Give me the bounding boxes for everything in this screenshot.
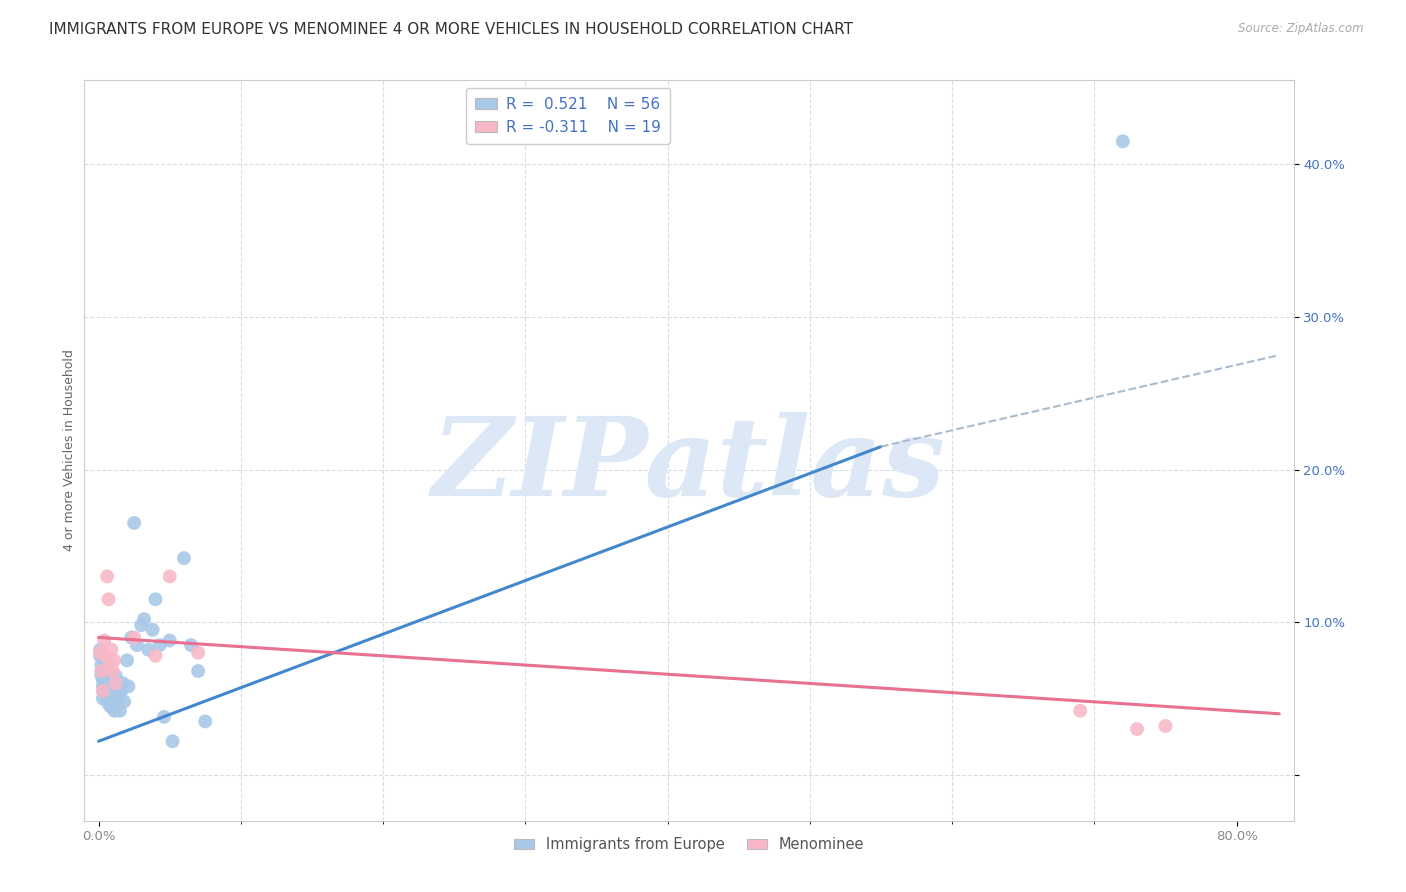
Point: [100, 684, 122, 698]
Point: [91, 673, 114, 688]
Point: [103, 704, 125, 718]
Point: [194, 714, 217, 729]
Point: [91, 684, 114, 698]
Point: [122, 631, 145, 645]
Point: [101, 689, 124, 703]
Point: [101, 673, 124, 688]
Point: [104, 676, 127, 690]
Point: [120, 631, 142, 645]
Point: [98, 676, 121, 690]
Point: [98, 664, 121, 678]
Point: [100, 642, 122, 657]
Point: [115, 653, 138, 667]
Point: [94, 648, 117, 663]
Point: [93, 653, 115, 667]
Point: [129, 618, 152, 632]
Point: [112, 695, 135, 709]
Point: [138, 642, 160, 657]
Point: [110, 684, 132, 698]
Point: [96, 569, 118, 583]
Point: [94, 668, 117, 682]
Point: [149, 638, 172, 652]
Point: [100, 695, 122, 709]
Point: [97, 689, 120, 703]
Point: [90, 668, 112, 682]
Point: [97, 668, 120, 682]
Point: [94, 657, 117, 672]
Point: [91, 691, 114, 706]
Text: Source: ZipAtlas.com: Source: ZipAtlas.com: [1239, 22, 1364, 36]
Point: [97, 592, 120, 607]
Point: [91, 684, 114, 698]
Point: [90, 664, 112, 678]
Point: [98, 657, 121, 672]
Point: [187, 646, 209, 660]
Point: [187, 664, 209, 678]
Point: [145, 648, 167, 663]
Point: [145, 592, 167, 607]
Point: [94, 679, 117, 693]
Point: [173, 551, 195, 566]
Point: [97, 679, 120, 693]
Point: [104, 684, 127, 698]
Point: [101, 664, 124, 678]
Point: [1069, 704, 1091, 718]
Text: IMMIGRANTS FROM EUROPE VS MENOMINEE 4 OR MORE VEHICLES IN HOUSEHOLD CORRELATION : IMMIGRANTS FROM EUROPE VS MENOMINEE 4 OR…: [49, 22, 853, 37]
Point: [111, 676, 134, 690]
Point: [96, 676, 118, 690]
Point: [153, 710, 176, 724]
Point: [93, 633, 115, 648]
Point: [1112, 134, 1135, 148]
Point: [159, 569, 181, 583]
Point: [125, 638, 148, 652]
Y-axis label: 4 or more Vehicles in Household: 4 or more Vehicles in Household: [63, 350, 76, 551]
Point: [117, 679, 139, 693]
Text: ZIPatlas: ZIPatlas: [432, 411, 946, 519]
Point: [93, 664, 115, 678]
Point: [159, 633, 181, 648]
Point: [90, 657, 112, 672]
Point: [107, 689, 129, 703]
Point: [103, 679, 125, 693]
Point: [122, 516, 145, 530]
Point: [89, 642, 111, 657]
Point: [103, 653, 125, 667]
Point: [93, 673, 115, 688]
Legend: Immigrants from Europe, Menominee: Immigrants from Europe, Menominee: [508, 831, 870, 858]
Point: [104, 668, 127, 682]
Point: [98, 699, 121, 714]
Point: [162, 734, 184, 748]
Point: [96, 684, 118, 698]
Point: [91, 679, 114, 693]
Point: [96, 695, 118, 709]
Point: [132, 612, 155, 626]
Point: [90, 664, 112, 678]
Point: [108, 704, 131, 718]
Point: [105, 695, 128, 709]
Point: [1126, 722, 1149, 736]
Point: [89, 646, 111, 660]
Point: [1154, 719, 1177, 733]
Point: [142, 623, 165, 637]
Point: [180, 638, 202, 652]
Point: [89, 648, 111, 663]
